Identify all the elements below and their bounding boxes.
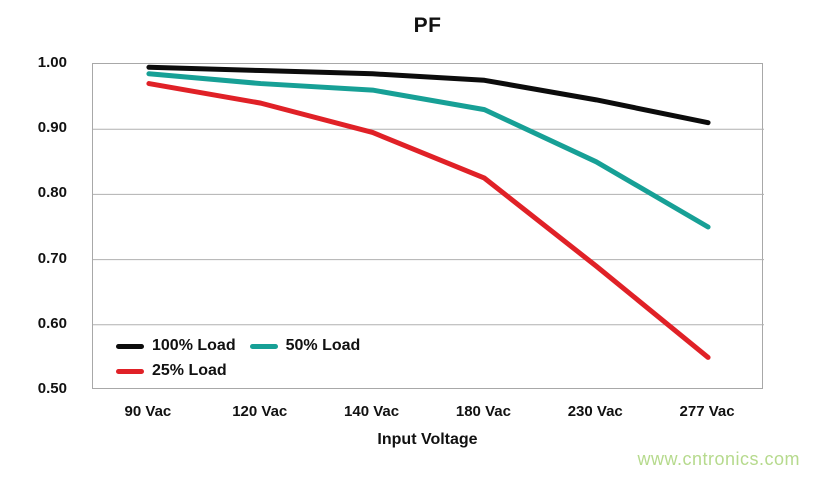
watermark: www.cntronics.com: [637, 449, 800, 469]
x-axis-title: Input Voltage: [377, 431, 478, 448]
series-line-1: [146, 71, 711, 230]
chart-canvas: [93, 64, 764, 360]
x-tick-label: 230 Vac: [567, 403, 623, 420]
legend: 100% Load 50% Load 25% Load: [116, 336, 360, 381]
legend-swatch-icon: [249, 343, 278, 349]
y-tick-label: 0.80: [37, 184, 67, 202]
series-line-0: [146, 64, 711, 126]
x-tick-label: 180 Vac: [455, 403, 511, 420]
legend-item: 100% Load: [116, 336, 236, 356]
x-tick-label: 277 Vac: [679, 403, 735, 420]
x-tick-label: 90 Vac: [124, 403, 172, 420]
legend-swatch-icon: [116, 343, 144, 349]
legend-swatch-icon: [116, 368, 144, 374]
y-tick-label: 0.70: [37, 249, 67, 267]
series-line-2: [146, 81, 711, 360]
x-tick-label: 120 Vac: [232, 403, 288, 420]
chart-title: PF: [413, 14, 442, 37]
x-tick-label: 140 Vac: [344, 403, 400, 420]
y-tick-label: 0.50: [37, 380, 67, 397]
legend-label: 25% Load: [152, 362, 227, 379]
plot-area: 100% Load 50% Load 25% Load: [92, 63, 764, 389]
y-tick-label: 0.60: [37, 314, 67, 332]
legend-label: 50% Load: [285, 337, 361, 354]
y-tick-label: 1.00: [37, 54, 67, 71]
legend-label: 100% Load: [152, 337, 236, 354]
legend-item: 50% Load: [249, 336, 361, 356]
legend-item: 25% Load: [116, 361, 236, 381]
y-tick-label: 0.90: [37, 119, 67, 137]
